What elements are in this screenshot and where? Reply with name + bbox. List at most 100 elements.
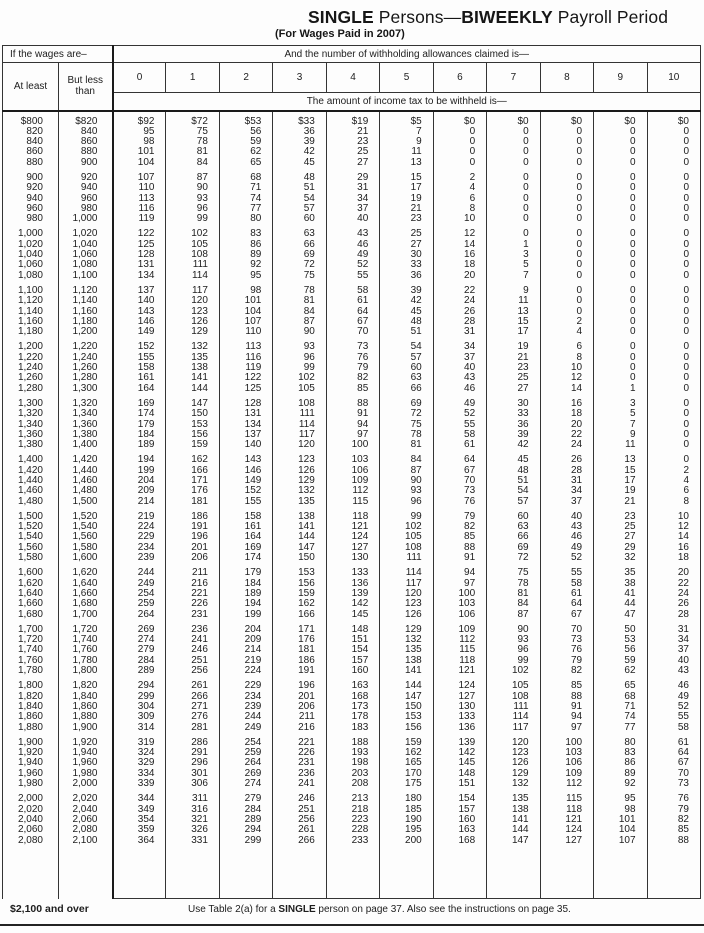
tax-amount-value: 76	[325, 352, 380, 364]
tax-amount-value: 117	[272, 429, 327, 441]
tax-amount-value: 107	[593, 835, 648, 846]
table-row: 1,980 2,000 339 306 274 241 208 175 151 132 112 92 7…	[2, 778, 701, 790]
tax-amount-value: 123	[486, 747, 541, 759]
but-less-than-value: 1,640	[58, 578, 114, 589]
table-row: 1,680 1,700 264 231 199 166 145 126 106 87 67 47 28	[2, 609, 701, 620]
tax-amount-value: 106	[539, 758, 594, 769]
tax-amount-value: 181	[272, 645, 327, 656]
tax-amount-value: 199	[111, 465, 166, 476]
tax-amount-value: 117	[486, 722, 541, 733]
tax-amount-value: 129	[272, 475, 327, 487]
tax-amount-value: 0	[646, 419, 701, 430]
tax-amount-value: 57	[272, 203, 327, 215]
tax-amount-value: 17	[379, 182, 434, 194]
tax-amount-value: 43	[432, 373, 487, 384]
tax-amount-value: 331	[165, 835, 220, 846]
allowance-col-header: 7	[486, 62, 541, 93]
tax-amount-value: 69	[379, 393, 434, 410]
tax-amount-value: 101	[111, 147, 166, 158]
tax-amount-value: 147	[165, 393, 220, 410]
but-less-than-value: 1,860	[58, 701, 114, 713]
tax-amount-value: 123	[272, 450, 327, 466]
tax-amount-value: 98	[218, 280, 273, 297]
tax-amount-value: 34	[539, 485, 594, 497]
tax-amount-value: 296	[165, 758, 220, 769]
tax-amount-value: 110	[218, 326, 273, 338]
table-row: 2,000 2,020 344 311 279 246 213 180 154 135 115 95 7…	[2, 789, 701, 805]
tax-amount-value: 0	[593, 167, 648, 184]
tax-amount-value: 63	[379, 373, 434, 384]
at-least-value: 2,080	[2, 835, 59, 846]
tax-amount-value: 49	[325, 249, 380, 261]
table-row: 1,720 1,740 274 241 209 176 151 132 112 93 73 53 34	[2, 634, 701, 646]
tax-amount-value: 160	[325, 665, 380, 677]
but-less-than-value: 2,000	[58, 778, 114, 790]
tax-amount-value: 101	[218, 295, 273, 307]
tax-amount-value: 226	[165, 598, 220, 610]
tax-amount-value: 195	[379, 824, 434, 836]
at-least-value: 1,380	[2, 439, 59, 451]
tax-amount-value: 204	[111, 475, 166, 487]
tax-amount-value: 138	[486, 804, 541, 815]
at-least-value: 920	[2, 182, 59, 194]
tax-amount-value: 140	[218, 439, 273, 451]
tax-amount-value: 261	[165, 676, 220, 692]
title-payroll-period: Payroll Period	[552, 7, 669, 27]
tax-amount-value: 206	[272, 701, 327, 713]
at-least-value: 1,800	[2, 676, 59, 692]
tax-amount-value: 244	[218, 711, 273, 723]
tax-amount-value: 118	[325, 506, 380, 523]
tax-amount-value: 163	[432, 824, 487, 836]
tax-amount-value: 70	[539, 619, 594, 636]
tax-amount-value: 92	[593, 778, 648, 790]
tax-amount-value: 199	[218, 609, 273, 620]
tax-amount-value: 0	[593, 203, 648, 215]
tax-amount-value: 48	[379, 316, 434, 328]
tax-amount-value: 146	[111, 316, 166, 328]
tax-amount-value: 84	[379, 450, 434, 466]
table-row: 1,960 1,980 334 301 269 236 203 170 148 129 109 89 7…	[2, 768, 701, 780]
tax-amount-value: 136	[325, 578, 380, 589]
tax-amount-value: 179	[111, 419, 166, 430]
tax-amount-value: 46	[325, 239, 380, 251]
at-least-value: 1,600	[2, 563, 59, 579]
table-row: 860 880 101 81 62 42 25 11 0 0 0 0 0	[2, 147, 701, 158]
tax-amount-value: 67	[325, 316, 380, 328]
tax-amount-value: 0	[646, 126, 701, 138]
tax-amount-value: 0	[646, 239, 701, 251]
tax-amount-value: 16	[539, 393, 594, 410]
tax-amount-value: 99	[379, 506, 434, 523]
tax-amount-value: 139	[432, 732, 487, 749]
at-least-value: 1,980	[2, 778, 59, 790]
footer-instruction-note: Use Table 2(a) for a SINGLE person on pa…	[188, 904, 571, 915]
at-least-value: 1,960	[2, 768, 59, 780]
tax-amount-value: 0	[646, 249, 701, 261]
tax-amount-value: 78	[165, 136, 220, 148]
tax-amount-value: 63	[486, 521, 541, 533]
tax-amount-value: 138	[379, 655, 434, 667]
header-row-amount: The amount of income tax to be withheld …	[3, 92, 701, 112]
tax-amount-value: 130	[325, 552, 380, 564]
at-least-value: 1,100	[2, 280, 59, 297]
tax-amount-value: 0	[646, 213, 701, 225]
tax-amount-value: 0	[593, 182, 648, 194]
tax-amount-value: 105	[165, 239, 220, 251]
tax-amount-value: 62	[218, 147, 273, 158]
tax-amount-value: 135	[272, 496, 327, 507]
tax-amount-value: 0	[432, 136, 487, 148]
at-least-value: 840	[2, 136, 59, 148]
tax-amount-value: 174	[111, 408, 166, 420]
but-less-than-value: 1,140	[58, 295, 114, 307]
tax-amount-value: 39	[486, 429, 541, 441]
tax-amount-value: 226	[272, 747, 327, 759]
tax-amount-value: 5	[486, 260, 541, 271]
tax-amount-value: 299	[218, 835, 273, 846]
tax-amount-value: 24	[432, 295, 487, 307]
tax-amount-value: 55	[432, 419, 487, 430]
tax-amount-value: 311	[165, 789, 220, 805]
tax-amount-value: 211	[165, 563, 220, 579]
tax-amount-value: 0	[593, 362, 648, 374]
tax-amount-value: 0	[539, 239, 594, 251]
tax-amount-value: 0	[486, 147, 541, 158]
tax-amount-value: 56	[218, 126, 273, 138]
